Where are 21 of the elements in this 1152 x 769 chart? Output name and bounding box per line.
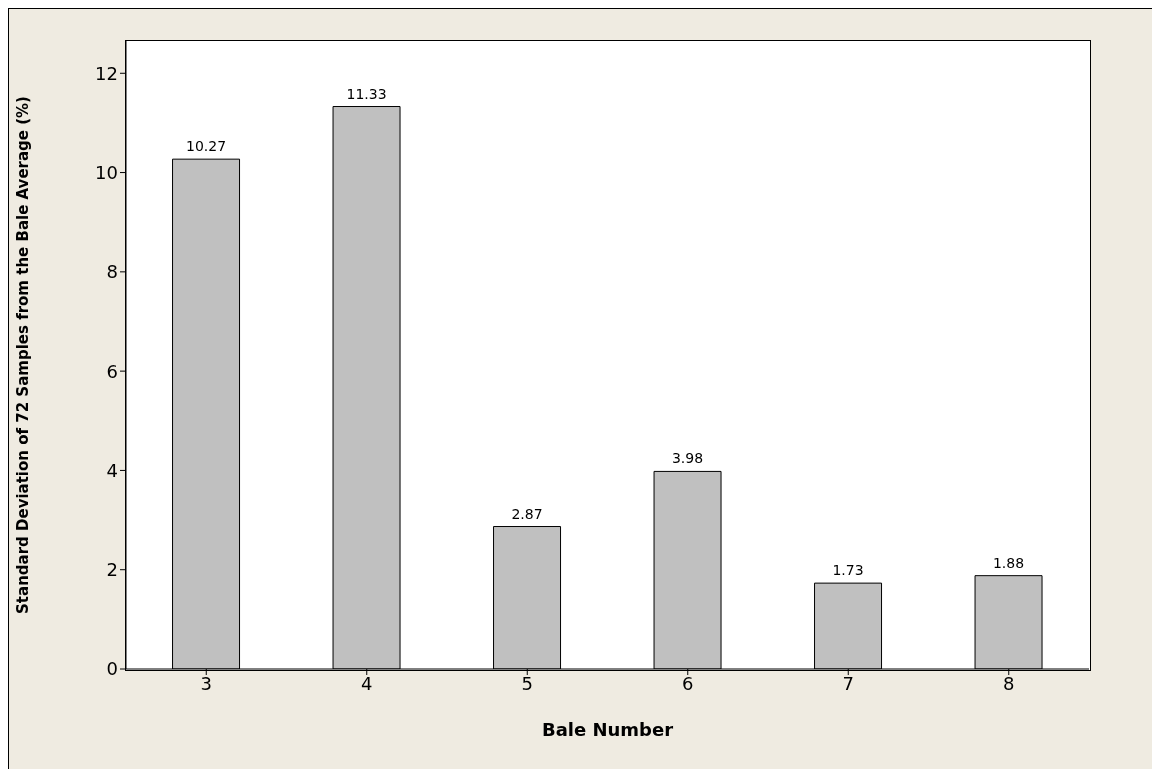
x-tick-label: 6 [682,672,694,694]
y-tick-label: 4 [106,459,118,481]
y-axis-title: Standard Deviation of 72 Samples from the Bale Average (%) [14,96,33,614]
data-label: 1.88 [992,554,1025,571]
y-tick-label: 10 [95,161,118,183]
data-label: 11.33 [346,85,387,102]
y-tick-label: 8 [106,261,118,283]
x-tick-label: 5 [521,672,533,694]
data-label: 10.27 [186,138,227,155]
y-tick-label: 12 [95,62,118,84]
x-tick-label: 3 [200,672,212,694]
x-axis-title: Bale Number [541,719,674,740]
data-label: 1.73 [832,562,864,579]
y-tick-label: 0 [106,658,118,680]
data-label: 3.98 [671,450,704,467]
data-label: 2.87 [511,505,543,522]
x-tick-label: 7 [842,672,854,694]
y-tick-label: 2 [106,559,118,581]
y-tick-label: 6 [106,360,118,382]
x-tick-label: 8 [1003,672,1015,694]
x-tick-label: 4 [361,672,373,694]
